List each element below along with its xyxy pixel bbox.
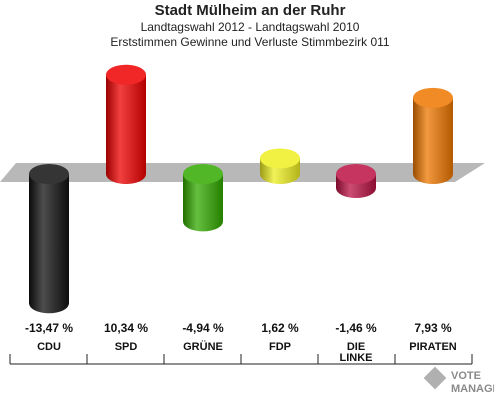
- logo-text-1: VOTE: [451, 370, 481, 382]
- category-label-spd: SPD: [115, 341, 138, 353]
- category-label-die-linke: LINKE: [340, 352, 373, 364]
- baseline-plane: [0, 163, 485, 182]
- chart-titles: Stadt Mülheim an der Ruhr Landtagswahl 2…: [0, 2, 500, 50]
- chart-subtitle-1: Landtagswahl 2012 - Landtagswahl 2010: [140, 20, 360, 34]
- category-label-cdu: CDU: [37, 341, 61, 353]
- bar-cdu: [29, 164, 69, 314]
- vote-manager-logo: VOTE MANAGER: [424, 366, 494, 395]
- bar-die-linke: [336, 164, 376, 199]
- category-label-gr-ne: GRÜNE: [183, 340, 223, 353]
- bar-spd: [106, 64, 146, 184]
- chart-title: Stadt Mülheim an der Ruhr: [154, 2, 346, 19]
- bar-gr-ne: [183, 164, 223, 232]
- logo-mark-icon: [424, 366, 447, 390]
- value-label-gr-ne: -4,94 %: [182, 321, 224, 335]
- value-label-piraten: 7,93 %: [414, 321, 452, 335]
- value-label-die-linke: -1,46 %: [335, 321, 377, 335]
- category-label-piraten: PIRATEN: [409, 341, 457, 353]
- value-label-fdp: 1,62 %: [261, 321, 299, 335]
- chart-subtitle-2: Erststimmen Gewinne und Verluste Stimmbe…: [110, 35, 390, 49]
- bar-piraten: [413, 87, 453, 184]
- bar-fdp: [260, 148, 300, 184]
- value-label-cdu: -13,47 %: [25, 321, 73, 335]
- category-label-die-linke: DIE: [347, 341, 365, 353]
- value-label-spd: 10,34 %: [104, 321, 148, 335]
- category-label-fdp: FDP: [269, 341, 291, 353]
- logo-text-2: MANAGER: [451, 383, 494, 395]
